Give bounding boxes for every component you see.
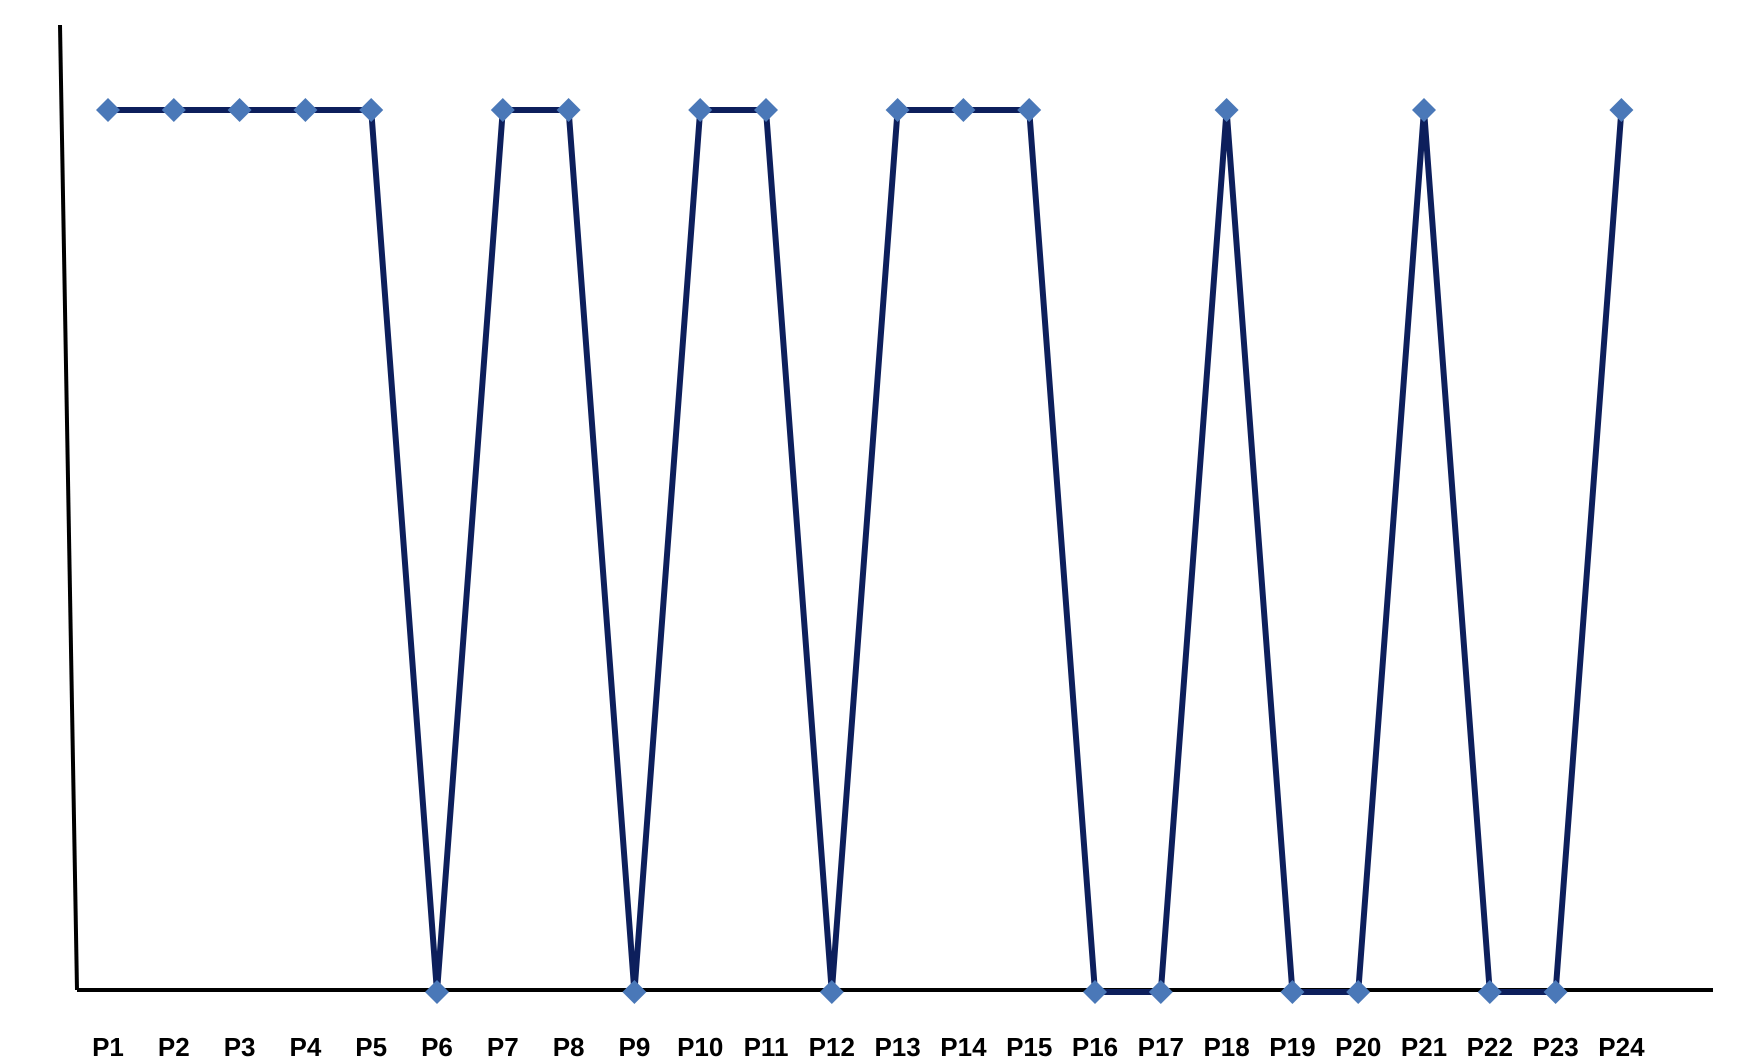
x-tick-label-p4: P4: [289, 1032, 321, 1060]
data-point-p1: [96, 98, 120, 122]
x-tick-labels: P1 P2 P3 P4 P5 P6 P7 P8 P9 P10 P11 P12 P13 P14 P15 P16 P…: [92, 1032, 1645, 1060]
x-tick-label-p23: P23: [1532, 1032, 1578, 1060]
data-point-p2: [161, 98, 186, 122]
x-tick-label-p7: P7: [487, 1032, 519, 1060]
x-tick-label-p22: P22: [1467, 1032, 1513, 1060]
x-tick-label-p17: P17: [1138, 1032, 1184, 1060]
x-tick-label-p20: P20: [1335, 1032, 1381, 1060]
data-point-p11: [754, 98, 778, 122]
x-tick-label-p16: P16: [1072, 1032, 1118, 1060]
data-point-p18: [1214, 98, 1239, 122]
data-point-p17: [1148, 980, 1173, 1004]
data-point-p9: [622, 980, 647, 1004]
x-tick-label-p8: P8: [553, 1032, 585, 1060]
x-tick-label-p6: P6: [421, 1032, 453, 1060]
data-point-p16: [1083, 980, 1107, 1004]
data-point-p7: [490, 98, 515, 122]
x-tick-label-p19: P19: [1269, 1032, 1315, 1060]
x-tick-label-p1: P1: [92, 1032, 124, 1060]
x-tick-label-p9: P9: [618, 1032, 650, 1060]
data-point-p21: [1412, 98, 1436, 122]
x-tick-label-p11: P11: [744, 1032, 789, 1060]
x-tick-label-p18: P18: [1203, 1032, 1249, 1060]
data-point-p24: [1609, 98, 1634, 122]
x-tick-label-p12: P12: [809, 1032, 855, 1060]
data-point-p22: [1477, 980, 1502, 1004]
data-point-p5: [359, 98, 384, 122]
x-tick-label-p14: P14: [940, 1032, 987, 1060]
data-point-p23: [1543, 980, 1568, 1004]
data-point-p10: [688, 98, 713, 122]
data-point-p14: [951, 98, 976, 122]
data-point-p20: [1346, 980, 1371, 1004]
data-point-p19: [1280, 980, 1305, 1004]
data-point-p8: [556, 98, 581, 122]
x-tick-label-p5: P5: [355, 1032, 387, 1060]
x-tick-label-p3: P3: [224, 1032, 256, 1060]
x-tick-label-p10: P10: [677, 1032, 723, 1060]
x-tick-label-p15: P15: [1006, 1032, 1052, 1060]
x-tick-label-p13: P13: [874, 1032, 920, 1060]
series-group: [108, 107, 1625, 995]
x-tick-label-p2: P2: [158, 1032, 190, 1060]
data-point-p4: [293, 98, 318, 122]
series-line: [108, 107, 1625, 995]
y-axis-line: [58, 24, 79, 991]
data-point-p3: [227, 98, 252, 122]
data-point-p13: [885, 98, 910, 122]
x-tick-label-p21: P21: [1401, 1032, 1447, 1060]
x-tick-label-p24: P24: [1598, 1032, 1645, 1060]
data-point-p6: [425, 980, 449, 1004]
markers-group: [96, 98, 1634, 1004]
data-point-p12: [819, 980, 844, 1004]
data-point-p15: [1017, 98, 1042, 122]
